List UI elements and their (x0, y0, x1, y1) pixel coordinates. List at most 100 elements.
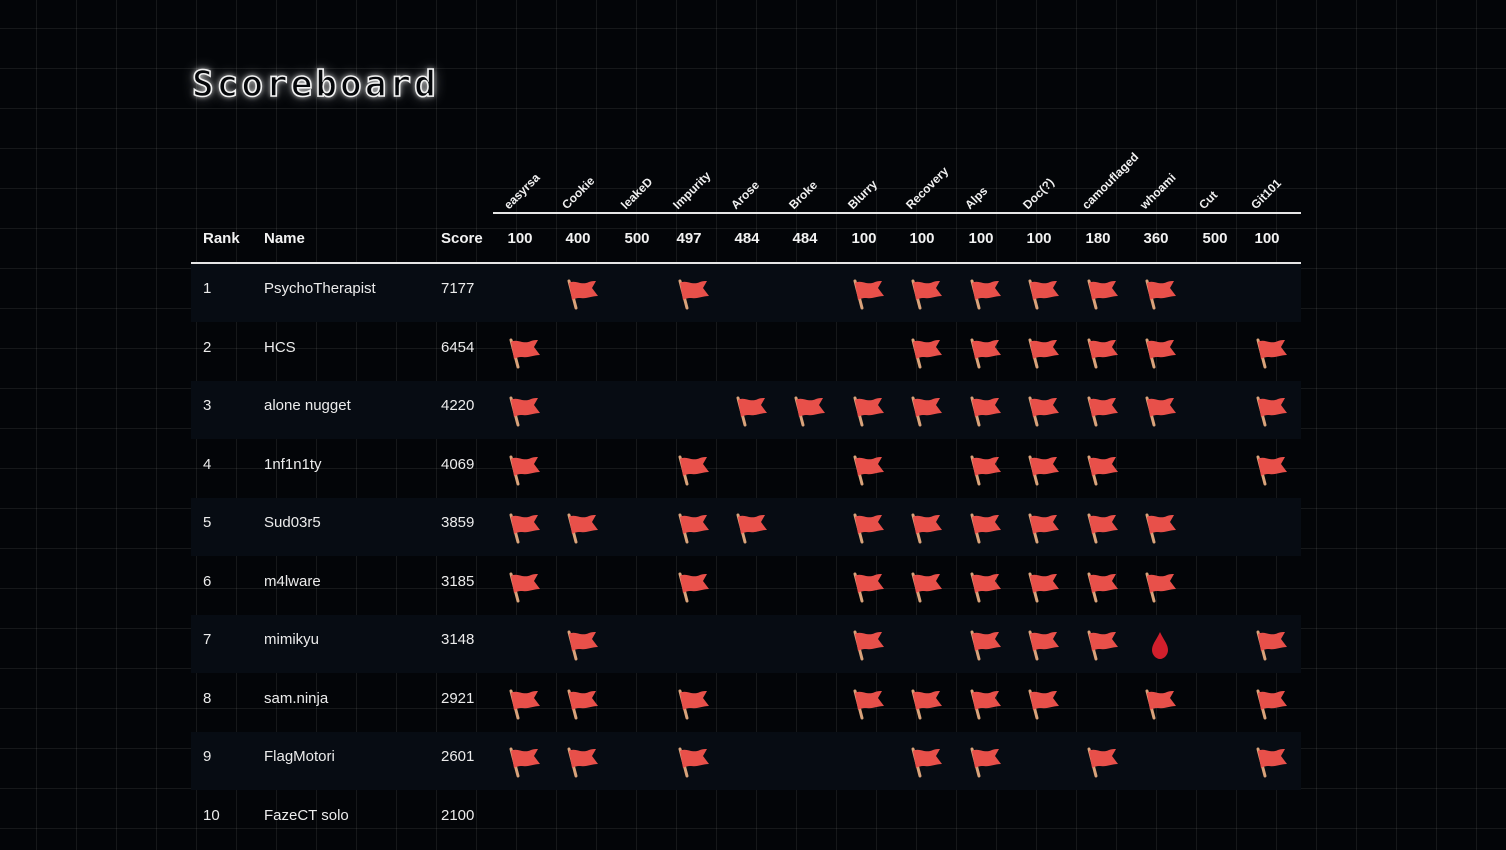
solved-flag-icon (505, 511, 543, 545)
solved-flag-icon (1024, 570, 1062, 604)
team-name[interactable]: Sud03r5 (264, 514, 321, 531)
solved-flag-icon (1083, 394, 1121, 428)
team-name[interactable]: 1nf1n1ty (264, 456, 322, 473)
solved-flag-icon (907, 511, 945, 545)
table-row: 10 FazeCT solo 2100 (0, 791, 1506, 849)
team-name[interactable]: sam.ninja (264, 690, 329, 707)
challenge-label[interactable]: leakeD (618, 174, 656, 212)
challenge-label[interactable]: Git101 (1248, 176, 1284, 212)
row-background (191, 615, 1301, 673)
team-name[interactable]: FazeCT solo (264, 807, 349, 824)
solved-flag-icon (505, 745, 543, 779)
solved-flag-icon (505, 394, 543, 428)
row-background (191, 264, 1301, 322)
challenge-label[interactable]: Doc(?) (1020, 175, 1057, 212)
score-cell: 3148 (441, 631, 475, 648)
solved-flag-icon (1024, 394, 1062, 428)
solved-flag-icon (1024, 511, 1062, 545)
score-cell: 7177 (441, 280, 475, 297)
solved-flag-icon (907, 687, 945, 721)
challenge-label[interactable]: whoami (1137, 170, 1179, 212)
solved-flag-icon (1252, 687, 1290, 721)
challenge-label[interactable]: Cookie (559, 173, 598, 212)
table-row: 1 PsychoTherapist 7177 (0, 264, 1506, 322)
solved-flag-icon (1252, 745, 1290, 779)
solved-flag-icon (1024, 687, 1062, 721)
table-row: 9 FlagMotori 2601 (0, 732, 1506, 790)
challenge-header: easyrsa Cookie leakeD Impurity Arose Broke Blu… (0, 0, 1506, 220)
team-name[interactable]: mimikyu (264, 631, 319, 648)
solved-flag-icon (1083, 336, 1121, 370)
solved-flag-icon (1024, 277, 1062, 311)
page-title: Scoreboard (191, 63, 439, 106)
solved-flag-icon (790, 394, 828, 428)
challenge-points: 100 (851, 230, 877, 247)
solved-flag-icon (966, 277, 1004, 311)
challenge-label[interactable]: Arose (728, 178, 763, 212)
solved-flag-icon (674, 570, 712, 604)
solved-flag-icon (1252, 628, 1290, 662)
first-blood-icon (1141, 628, 1179, 662)
team-name[interactable]: HCS (264, 339, 296, 356)
solved-flag-icon (1083, 628, 1121, 662)
challenge-points: 360 (1143, 230, 1169, 247)
team-name[interactable]: PsychoTherapist (264, 280, 376, 297)
rank-header: Rank (203, 230, 240, 247)
challenge-label[interactable]: Recovery (903, 163, 952, 212)
table-row: 4 1nf1n1ty 4069 (0, 440, 1506, 498)
solved-flag-icon (674, 511, 712, 545)
challenge-points: 500 (624, 230, 650, 247)
solved-flag-icon (505, 453, 543, 487)
challenge-label[interactable]: Impurity (670, 168, 714, 212)
solved-flag-icon (966, 511, 1004, 545)
challenge-points: 484 (734, 230, 760, 247)
solved-flag-icon (1141, 277, 1179, 311)
solved-flag-icon (966, 453, 1004, 487)
rank-cell: 6 (203, 573, 212, 590)
table-row: 8 sam.ninja 2921 (0, 674, 1506, 732)
solved-flag-icon (674, 745, 712, 779)
table-row: 7 mimikyu 3148 (0, 615, 1506, 673)
team-name[interactable]: FlagMotori (264, 748, 335, 765)
challenge-label[interactable]: Broke (786, 178, 821, 212)
rank-cell: 4 (203, 456, 212, 473)
row-background (191, 732, 1301, 790)
solved-flag-icon (966, 628, 1004, 662)
score-cell: 4069 (441, 456, 475, 473)
challenge-points: 100 (968, 230, 994, 247)
challenge-label[interactable]: easyrsa (501, 170, 543, 212)
team-name[interactable]: alone nugget (264, 397, 351, 414)
solved-flag-icon (849, 570, 887, 604)
rank-cell: 8 (203, 690, 212, 707)
challenge-label[interactable]: Alps (962, 183, 991, 212)
challenge-points: 100 (507, 230, 533, 247)
row-background (191, 323, 1301, 381)
solved-flag-icon (563, 511, 601, 545)
challenge-label[interactable]: Blurry (845, 177, 880, 212)
challenge-label[interactable]: camouflaged (1079, 149, 1142, 212)
solved-flag-icon (505, 687, 543, 721)
row-background (191, 791, 1301, 849)
solved-flag-icon (1252, 453, 1290, 487)
solved-flag-icon (849, 394, 887, 428)
solved-flag-icon (505, 336, 543, 370)
row-background (191, 557, 1301, 615)
solved-flag-icon (849, 277, 887, 311)
solved-flag-icon (966, 336, 1004, 370)
score-cell: 4220 (441, 397, 475, 414)
challenge-label[interactable]: Cut (1196, 187, 1221, 212)
rank-cell: 3 (203, 397, 212, 414)
table-row: 5 Sud03r5 3859 (0, 498, 1506, 556)
rank-cell: 5 (203, 514, 212, 531)
challenge-points: 100 (909, 230, 935, 247)
score-header: Score (441, 230, 483, 247)
solved-flag-icon (732, 511, 770, 545)
solved-flag-icon (674, 687, 712, 721)
team-name[interactable]: m4lware (264, 573, 321, 590)
solved-flag-icon (674, 277, 712, 311)
table-row: 6 m4lware 3185 (0, 557, 1506, 615)
solved-flag-icon (563, 687, 601, 721)
solved-flag-icon (505, 570, 543, 604)
challenge-points: 484 (792, 230, 818, 247)
score-cell: 2921 (441, 690, 475, 707)
